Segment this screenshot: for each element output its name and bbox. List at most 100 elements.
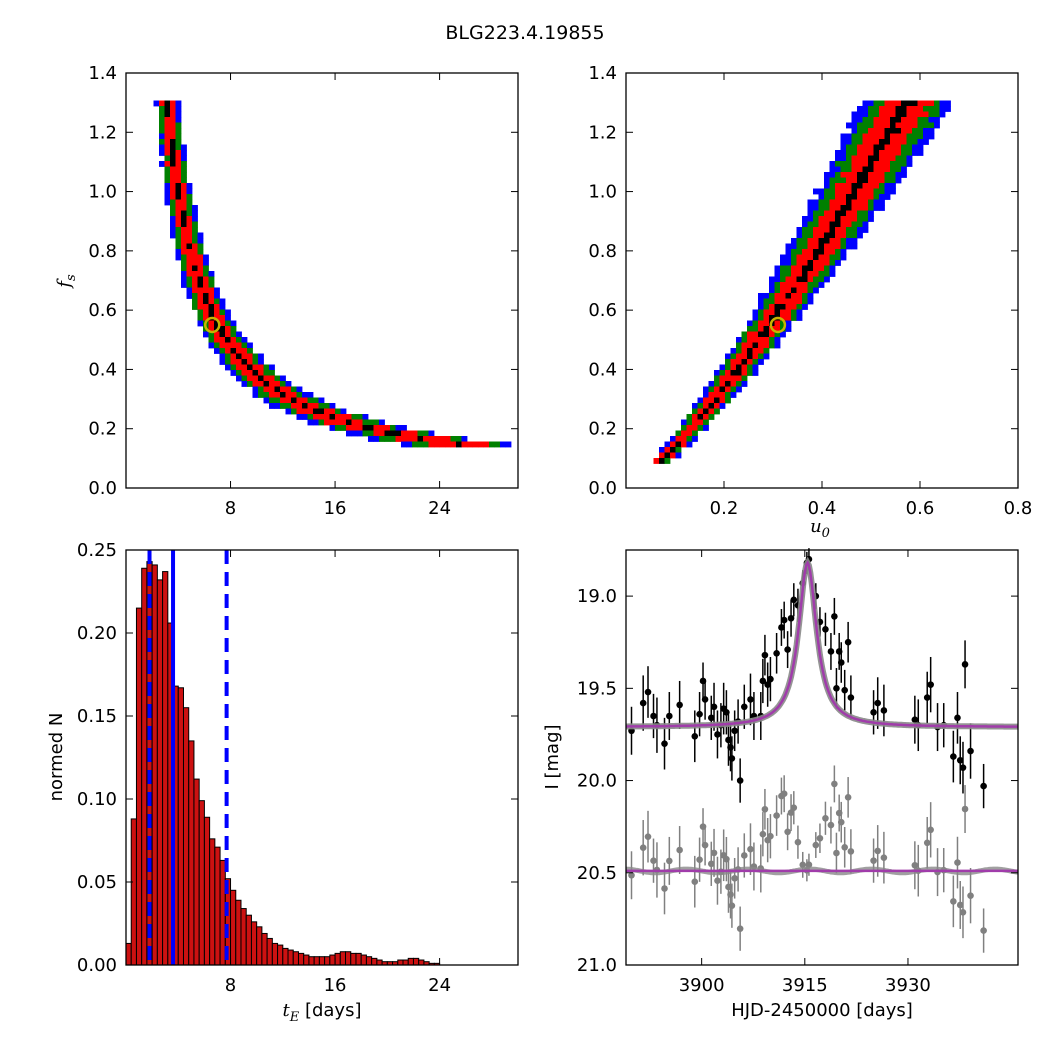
likelihood-cell	[857, 183, 863, 189]
likelihood-cell	[873, 183, 880, 189]
likelihood-cell	[862, 216, 869, 222]
likelihood-cell	[170, 128, 176, 134]
likelihood-cell	[730, 353, 737, 360]
likelihood-cell	[318, 408, 325, 415]
likelihood-cell	[340, 408, 347, 415]
data-point	[822, 626, 829, 633]
hist-bar	[256, 926, 263, 966]
data-point	[701, 696, 709, 703]
data-point	[950, 753, 957, 760]
likelihood-cell	[675, 430, 682, 437]
likelihood-cell	[818, 260, 825, 266]
resid-point	[847, 848, 855, 855]
resid-point	[822, 814, 829, 822]
likelihood-cell	[802, 216, 808, 222]
likelihood-cell	[175, 238, 182, 244]
likelihood-cell	[192, 282, 198, 288]
likelihood-cell	[170, 155, 176, 162]
likelihood-cell	[379, 425, 385, 431]
hist-bar	[365, 956, 373, 966]
figure-title: BLG223.4.19855	[445, 22, 605, 44]
best-fit-marker	[203, 316, 221, 334]
likelihood-cell	[873, 177, 880, 184]
likelihood-cell	[818, 194, 825, 200]
data-point	[731, 727, 738, 735]
likelihood-cell	[181, 271, 187, 277]
likelihood-cell	[181, 177, 187, 184]
likelihood-cell	[873, 111, 880, 118]
likelihood-cell	[225, 364, 231, 371]
likelihood-cell	[785, 304, 792, 310]
resid-point	[812, 841, 820, 849]
likelihood-cell	[824, 227, 830, 233]
likelihood-cell	[252, 386, 259, 393]
likelihood-cell	[697, 403, 704, 409]
ax_lc-axes: 3900 3915 3930 19.0 19.5 20.0 20.5 21.0	[577, 549, 1019, 996]
likelihood-cell	[241, 353, 248, 360]
resid-point	[911, 861, 919, 869]
likelihood-cell	[181, 144, 187, 151]
likelihood-cell	[736, 348, 742, 354]
likelihood-cell	[857, 216, 863, 222]
likelihood-cell	[505, 441, 512, 448]
likelihood-cell	[835, 227, 841, 233]
resid-point	[727, 891, 734, 898]
likelihood-cell	[664, 452, 671, 459]
likelihood-cell	[351, 425, 358, 431]
likelihood-cell	[181, 210, 187, 217]
likelihood-cell	[467, 441, 473, 448]
likelihood-cell	[412, 441, 418, 448]
x-tick-label: 8	[225, 498, 236, 519]
hist-bar	[277, 944, 284, 966]
data-point	[696, 710, 703, 718]
likelihood-cell	[868, 172, 874, 178]
likelihood-cell	[895, 144, 902, 151]
likelihood-cell	[241, 348, 248, 354]
likelihood-cell	[186, 271, 193, 277]
likelihood-cell	[263, 397, 270, 404]
likelihood-cell	[818, 188, 825, 195]
likelihood-cell	[362, 419, 369, 426]
likelihood-cell	[774, 298, 781, 305]
likelihood-cell	[736, 364, 742, 371]
likelihood-cell	[890, 161, 896, 167]
likelihood-cell	[774, 331, 781, 338]
likelihood-cell	[175, 216, 182, 222]
likelihood-cell	[758, 337, 764, 343]
x-tick-label: 16	[324, 975, 347, 996]
likelihood-cell	[912, 122, 918, 129]
likelihood-cell	[230, 342, 237, 349]
likelihood-cell	[703, 386, 709, 393]
likelihood-cell	[752, 315, 759, 321]
likelihood-cell	[175, 205, 182, 211]
likelihood-cell	[423, 441, 429, 448]
likelihood-cell	[686, 441, 693, 448]
likelihood-cell	[478, 441, 484, 448]
likelihood-cell	[258, 370, 264, 376]
likelihood-cell	[719, 381, 726, 387]
likelihood-cell	[846, 155, 852, 162]
likelihood-cell	[846, 205, 852, 211]
likelihood-cell	[884, 133, 891, 140]
likelihood-cell	[923, 100, 929, 107]
likelihood-cell	[884, 194, 891, 200]
likelihood-cell	[758, 293, 764, 299]
likelihood-cell	[219, 342, 226, 349]
likelihood-cell	[879, 155, 885, 162]
likelihood-cell	[917, 144, 924, 151]
likelihood-cell	[175, 232, 182, 239]
likelihood-cell	[730, 359, 737, 365]
likelihood-cell	[774, 342, 781, 349]
likelihood-cell	[197, 276, 204, 283]
hist-bar	[182, 707, 190, 966]
likelihood-cell	[291, 386, 297, 393]
likelihood-cell	[181, 161, 187, 167]
likelihood-cell	[747, 331, 753, 338]
likelihood-cell	[785, 315, 792, 321]
likelihood-cell	[818, 243, 825, 250]
likelihood-cell	[214, 348, 220, 354]
likelihood-cell	[302, 403, 308, 409]
y-tick-label: 0.8	[588, 241, 617, 262]
likelihood-cell	[725, 386, 731, 393]
likelihood-cell	[170, 144, 176, 151]
